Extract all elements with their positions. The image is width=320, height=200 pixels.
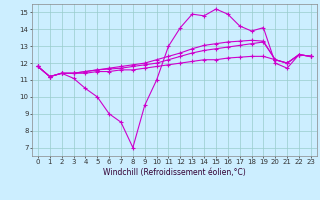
X-axis label: Windchill (Refroidissement éolien,°C): Windchill (Refroidissement éolien,°C) [103, 168, 246, 177]
